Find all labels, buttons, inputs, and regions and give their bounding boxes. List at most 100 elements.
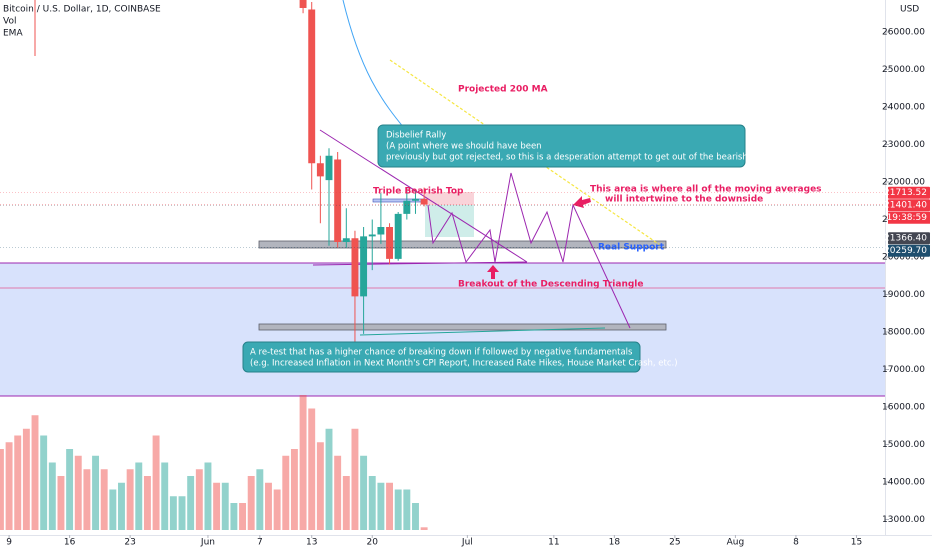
volume-bar xyxy=(152,435,160,530)
candle-body xyxy=(308,9,316,164)
volume-bar xyxy=(273,489,281,530)
countdown: 19:38:59 xyxy=(887,213,928,223)
countdown-tag xyxy=(888,211,930,224)
volume-bar xyxy=(368,476,376,530)
x-tick-label: 20 xyxy=(367,538,379,548)
price-tag-label: 21366.40 xyxy=(884,234,927,244)
volume-bar xyxy=(204,462,212,530)
candle-body xyxy=(342,238,350,242)
volume-bar xyxy=(351,428,359,530)
volume-bar xyxy=(48,462,56,530)
indicator: EMA xyxy=(3,29,23,39)
volume-bar xyxy=(386,482,393,530)
volume-bar xyxy=(187,476,195,530)
volume-bar xyxy=(5,442,13,530)
volume-bar xyxy=(74,455,82,530)
volume-bar xyxy=(360,455,368,530)
volume-bar xyxy=(394,489,402,530)
indicator: Vol xyxy=(3,17,16,27)
candle-body xyxy=(334,159,342,242)
volume-bar xyxy=(412,503,419,530)
y-tick-label: 15000.00 xyxy=(882,440,925,450)
candle-body xyxy=(386,226,393,259)
volume-bar xyxy=(40,435,48,530)
x-tick-label: Jul xyxy=(461,538,473,548)
note: Breakout of the Descending Triangle xyxy=(458,280,644,290)
candle-body xyxy=(316,163,324,177)
volume-bar xyxy=(100,469,108,530)
callout-text: (e.g. Increased Inflation in Next Month'… xyxy=(250,359,678,369)
y-tick-label: 18000.00 xyxy=(882,328,925,338)
x-tick-label: 13 xyxy=(306,538,317,548)
x-tick-label: 25 xyxy=(669,538,680,548)
x-tick-label: Aug xyxy=(727,538,745,548)
candle-body xyxy=(299,0,307,8)
note: This area is where all of the moving ave… xyxy=(590,185,822,195)
volume-bar xyxy=(316,442,324,530)
candle-body xyxy=(377,226,385,235)
projection-path xyxy=(427,172,631,329)
x-tick-label: 15 xyxy=(851,538,862,548)
price-tag-label: 21713.52 xyxy=(884,188,927,198)
arrow-up xyxy=(487,265,499,279)
volume-bar xyxy=(282,455,290,530)
x-tick-label: 18 xyxy=(609,538,621,548)
position-loss xyxy=(425,192,474,205)
callout-text: previously but got rejected, so this is … xyxy=(386,153,773,163)
y-tick-label: 19000.00 xyxy=(882,290,925,300)
candle-body xyxy=(412,198,419,201)
retest-box xyxy=(258,323,667,331)
volume-bar xyxy=(22,428,30,530)
volume-bar xyxy=(420,527,428,530)
volume-bar xyxy=(342,476,350,530)
y-tick-label: 24000.00 xyxy=(882,102,925,112)
projected-ma xyxy=(389,59,661,246)
volume-bar xyxy=(178,496,186,530)
callout-text: A re-test that has a higher chance of br… xyxy=(250,348,633,358)
x-tick-label: 7 xyxy=(257,538,263,548)
x-tick-label: Jun xyxy=(200,538,215,548)
volume-bar xyxy=(239,503,247,530)
volume-bar xyxy=(57,476,65,530)
y-tick-label: 13000.00 xyxy=(882,515,925,525)
volume-bar xyxy=(195,469,203,530)
x-tick-label: 9 xyxy=(6,538,12,548)
note: Triple Bearish Top xyxy=(373,187,464,197)
volume-bar xyxy=(221,482,229,530)
callout-box xyxy=(377,124,746,168)
axis-unit: USD xyxy=(900,5,919,15)
volume-bar xyxy=(83,469,91,530)
y-tick-label: 26000.00 xyxy=(882,27,925,37)
x-tick-label: 11 xyxy=(548,538,559,548)
price-tag-label: 21401.40 xyxy=(884,201,927,211)
triangle-upper xyxy=(319,129,528,263)
candle-body xyxy=(394,213,402,259)
volume-bar xyxy=(265,482,272,530)
volume-bar xyxy=(118,482,125,530)
y-tick-label: 25000.00 xyxy=(882,65,925,75)
volume-bar xyxy=(290,449,298,530)
volume-bar xyxy=(247,476,255,530)
candle-body xyxy=(420,198,428,205)
volume-bar xyxy=(31,415,39,530)
price-tag xyxy=(888,186,930,199)
arrow-left xyxy=(573,196,591,208)
volume-bar xyxy=(403,489,411,530)
price-tag xyxy=(888,244,930,257)
y-tick-label: 23000.00 xyxy=(882,140,925,150)
volume-bar xyxy=(0,449,4,530)
volume-bar xyxy=(169,496,177,530)
triangle-lower xyxy=(312,261,528,266)
candle-body xyxy=(360,236,368,297)
volume-bar xyxy=(135,462,143,530)
y-tick-label: 20000.00 xyxy=(882,252,925,262)
price-tag xyxy=(888,199,930,212)
callout-box xyxy=(242,341,641,373)
candle-body xyxy=(403,200,411,214)
volume-bar xyxy=(334,455,342,530)
retest-line xyxy=(359,327,606,336)
note: will intertwine to the downside xyxy=(605,195,763,205)
volume-bar xyxy=(325,428,333,530)
volume-bar xyxy=(143,476,151,530)
callout-text: Disbelief Rally xyxy=(386,131,446,141)
